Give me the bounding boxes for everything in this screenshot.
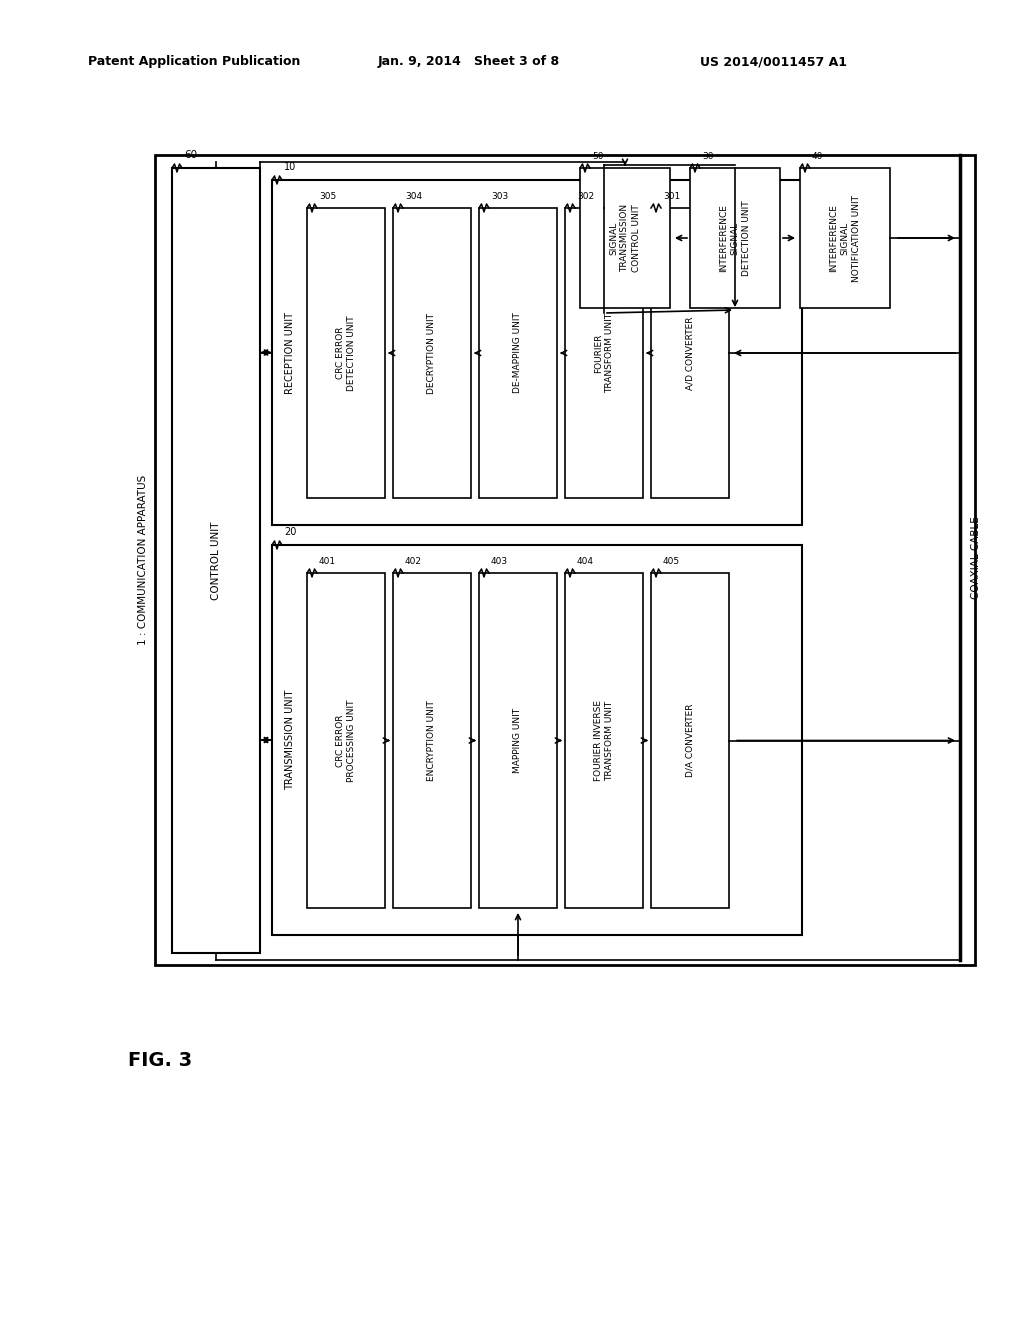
Text: FIG. 3: FIG. 3 — [128, 1051, 193, 1069]
Text: DE-MAPPING UNIT: DE-MAPPING UNIT — [513, 313, 522, 393]
Text: 40: 40 — [812, 152, 823, 161]
Text: CRC ERROR
DETECTION UNIT: CRC ERROR DETECTION UNIT — [336, 315, 356, 391]
Bar — [307, 209, 385, 498]
Text: CRC ERROR
PROCESSING UNIT: CRC ERROR PROCESSING UNIT — [336, 700, 356, 781]
Bar — [565, 209, 643, 498]
Text: INTERFERENCE
SIGNAL
NOTIFICATION UNIT: INTERFERENCE SIGNAL NOTIFICATION UNIT — [829, 194, 860, 281]
Text: US 2014/0011457 A1: US 2014/0011457 A1 — [700, 55, 847, 69]
Text: 402: 402 — [406, 557, 422, 566]
Bar — [393, 209, 471, 498]
Text: 302: 302 — [577, 191, 594, 201]
Text: 301: 301 — [663, 191, 680, 201]
Bar — [272, 180, 802, 525]
Text: 403: 403 — [490, 557, 508, 566]
Bar — [651, 209, 729, 498]
Text: A/D CONVERTER: A/D CONVERTER — [685, 317, 694, 389]
Text: TRANSMISSION UNIT: TRANSMISSION UNIT — [285, 690, 295, 791]
Bar — [690, 168, 780, 308]
Text: 405: 405 — [663, 557, 680, 566]
Text: 20: 20 — [284, 527, 296, 537]
Text: RECEPTION UNIT: RECEPTION UNIT — [285, 312, 295, 393]
Text: INTERFERENCE
SIGNAL
DETECTION UNIT: INTERFERENCE SIGNAL DETECTION UNIT — [720, 201, 751, 276]
Text: 50: 50 — [592, 152, 603, 161]
Bar — [651, 573, 729, 908]
Text: 404: 404 — [577, 557, 594, 566]
Text: 304: 304 — [406, 191, 422, 201]
Bar — [272, 545, 802, 935]
Text: 30: 30 — [702, 152, 714, 161]
Text: FOURIER INVERSE
TRANSFORM UNIT: FOURIER INVERSE TRANSFORM UNIT — [594, 700, 614, 781]
Bar — [479, 209, 557, 498]
Bar — [393, 573, 471, 908]
Text: 401: 401 — [319, 557, 336, 566]
Text: DECRYPTION UNIT: DECRYPTION UNIT — [427, 313, 436, 393]
Bar — [479, 573, 557, 908]
Text: D/A CONVERTER: D/A CONVERTER — [685, 704, 694, 777]
Text: CONTROL UNIT: CONTROL UNIT — [211, 521, 221, 599]
Text: COAXIAL CABLE: COAXIAL CABLE — [971, 516, 981, 599]
Bar — [155, 154, 975, 965]
Bar — [800, 168, 890, 308]
Text: 10: 10 — [284, 162, 296, 172]
Text: ENCRYPTION UNIT: ENCRYPTION UNIT — [427, 700, 436, 781]
Text: 1 : COMMUNICATION APPARATUS: 1 : COMMUNICATION APPARATUS — [138, 475, 148, 645]
Bar — [307, 573, 385, 908]
Text: MAPPING UNIT: MAPPING UNIT — [513, 708, 522, 774]
Text: Jan. 9, 2014   Sheet 3 of 8: Jan. 9, 2014 Sheet 3 of 8 — [378, 55, 560, 69]
Text: 305: 305 — [319, 191, 336, 201]
Bar — [580, 168, 670, 308]
Text: 303: 303 — [490, 191, 508, 201]
Bar — [172, 168, 260, 953]
Bar — [565, 573, 643, 908]
Text: SIGNAL
TRANSMISSION
CONTROL UNIT: SIGNAL TRANSMISSION CONTROL UNIT — [609, 203, 641, 272]
Text: 60: 60 — [184, 150, 198, 160]
Text: FOURIER
TRANSFORM UNIT: FOURIER TRANSFORM UNIT — [594, 313, 614, 393]
Text: Patent Application Publication: Patent Application Publication — [88, 55, 300, 69]
